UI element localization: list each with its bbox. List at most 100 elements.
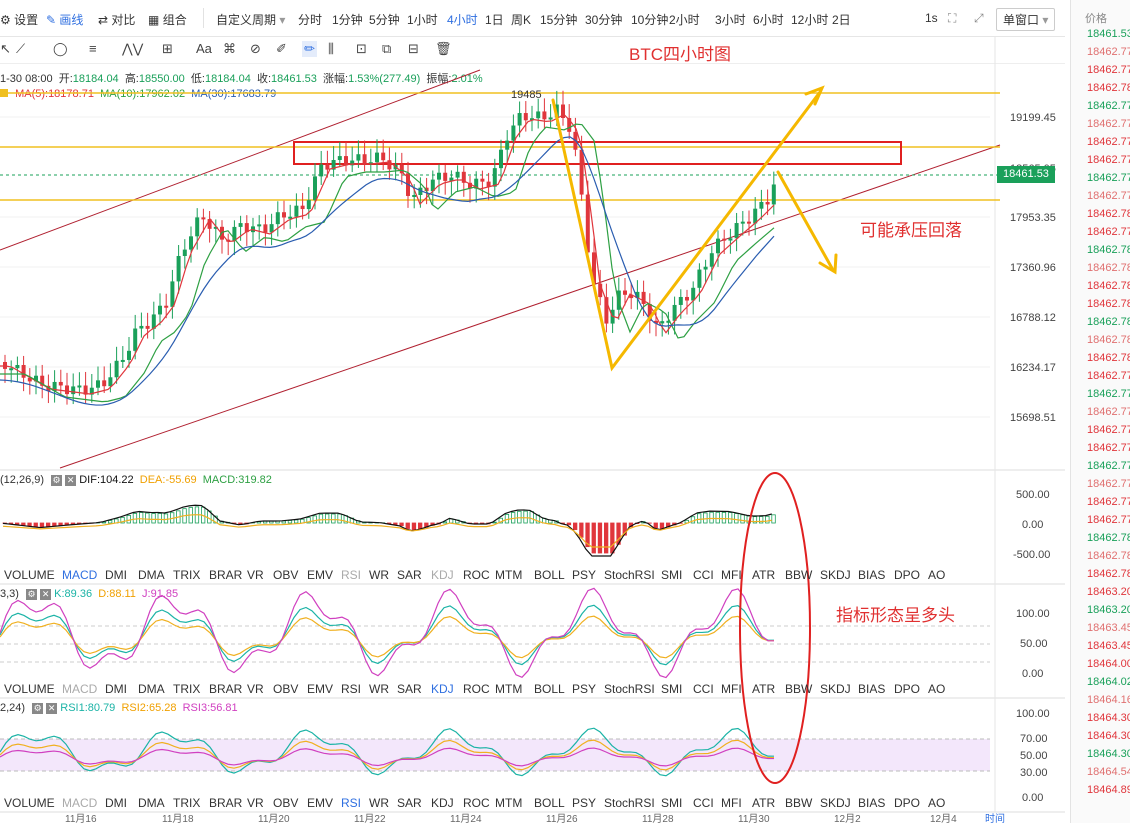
indicator-tab-boll[interactable]: BOLL [534, 682, 565, 696]
trash-icon[interactable]: 🗑 [435, 41, 452, 56]
indicator-tab-obv[interactable]: OBV [273, 796, 299, 810]
indicator-tab-dmi[interactable]: DMI [105, 568, 127, 582]
period-tab[interactable]: 10分钟 [631, 13, 669, 27]
period-tab[interactable]: 1分钟 [332, 13, 363, 27]
magnet-icon[interactable]: ⊘ [250, 41, 261, 56]
indicator-tab-brar[interactable]: BRAR [209, 568, 243, 582]
wave-tool-icon[interactable]: ⋀⋁ [122, 41, 144, 56]
indicator-tab-trix[interactable]: TRIX [173, 568, 201, 582]
indicator-tab-sar[interactable]: SAR [397, 568, 422, 582]
indicator-tab-psy[interactable]: PSY [572, 568, 597, 582]
indicator-tab-mtm[interactable]: MTM [495, 682, 523, 696]
window-mode-select[interactable]: 单窗口 ▾ [996, 8, 1056, 31]
indicator-tab-dma[interactable]: DMA [138, 796, 165, 810]
indicator-tab-wr[interactable]: WR [369, 682, 389, 696]
indicator-tab-skdj[interactable]: SKDJ [820, 796, 851, 810]
gear-icon[interactable]: ⚙ [26, 589, 38, 600]
cursor-icon[interactable]: ↖ [0, 41, 11, 56]
indicator-tab-mtm[interactable]: MTM [495, 796, 523, 810]
line-tool-icon[interactable]: ⟋ [16, 41, 26, 56]
indicator-tab-macd[interactable]: MACD [62, 682, 98, 696]
indicator-tab-bias[interactable]: BIAS [858, 682, 886, 696]
period-tab[interactable]: 12小时 [791, 13, 829, 27]
indicator-tab-psy[interactable]: PSY [572, 682, 597, 696]
indicator-tab-mfi[interactable]: MFI [721, 682, 742, 696]
period-tab-active[interactable]: 4小时 [447, 13, 478, 27]
draw-button[interactable]: ✎ 画线 [46, 13, 84, 27]
indicator-tab-vr[interactable]: VR [247, 568, 264, 582]
period-tab[interactable]: 2小时 [669, 13, 700, 27]
period-tab[interactable]: 周K [511, 13, 532, 27]
indicator-tab-mfi[interactable]: MFI [721, 568, 742, 582]
indicator-tab-mfi[interactable]: MFI [721, 796, 742, 810]
pattern-tool-icon[interactable]: ⌘ [223, 41, 236, 56]
indicator-tab-bias[interactable]: BIAS [858, 568, 886, 582]
indicator-tab-wr[interactable]: WR [369, 568, 389, 582]
indicator-tab-sar[interactable]: SAR [397, 682, 422, 696]
hide-icon[interactable]: ⊟ [408, 41, 419, 56]
indicator-tab-volume[interactable]: VOLUME [4, 568, 55, 582]
indicator-tab-trix[interactable]: TRIX [173, 796, 201, 810]
close-icon[interactable]: ✕ [65, 475, 77, 486]
indicator-tab-psy[interactable]: PSY [572, 796, 597, 810]
indicator-tab-dpo[interactable]: DPO [894, 568, 921, 582]
period-tab[interactable]: 30分钟 [585, 13, 623, 27]
indicator-tab-obv[interactable]: OBV [273, 568, 299, 582]
indicator-tab-stochrsi[interactable]: StochRSI [604, 796, 655, 810]
compare-button[interactable]: ⇄ 对比 [98, 13, 136, 27]
indicator-tab-smi[interactable]: SMI [661, 796, 683, 810]
indicator-tab-emv[interactable]: EMV [307, 796, 334, 810]
indicator-tab-smi[interactable]: SMI [661, 568, 683, 582]
indicator-tab-roc[interactable]: ROC [463, 796, 490, 810]
indicator-tab-obv[interactable]: OBV [273, 682, 299, 696]
indicator-tab-boll[interactable]: BOLL [534, 796, 565, 810]
indicator-tab-cci[interactable]: CCI [693, 568, 714, 582]
indicator-tab-atr[interactable]: ATR [752, 568, 776, 582]
indicator-tab-cci[interactable]: CCI [693, 682, 714, 696]
text-tool-icon[interactable]: Aa [196, 41, 212, 56]
indicator-tab-macd[interactable]: MACD [62, 568, 98, 582]
indicator-tab-macd[interactable]: MACD [62, 796, 98, 810]
indicator-tab-kdj[interactable]: KDJ [431, 796, 454, 810]
gear-icon[interactable]: ⚙ [51, 475, 63, 486]
indicator-tab-emv[interactable]: EMV [307, 568, 334, 582]
indicator-tab-dpo[interactable]: DPO [894, 796, 921, 810]
indicator-tab-emv[interactable]: EMV [307, 682, 334, 696]
period-tab[interactable]: 3小时 [715, 13, 746, 27]
indicator-tab-atr[interactable]: ATR [752, 796, 776, 810]
period-tab[interactable]: 1小时 [407, 13, 438, 27]
indicator-tab-atr[interactable]: ATR [752, 682, 776, 696]
indicator-tab-ao[interactable]: AO [928, 682, 946, 696]
indicator-tab-dma[interactable]: DMA [138, 568, 165, 582]
indicator-tab-trix[interactable]: TRIX [173, 682, 201, 696]
indicator-tab-kdj[interactable]: KDJ [431, 682, 454, 696]
parallel-lines-icon[interactable]: ≡ [89, 41, 97, 56]
indicator-tab-wr[interactable]: WR [369, 796, 389, 810]
combine-button[interactable]: ▦ 组合 [148, 13, 187, 27]
lock-icon[interactable]: ⊡ [356, 41, 367, 56]
candlestick-chart[interactable]: 19485 19199.45 18565.05 17953.35 17360.9… [0, 0, 1065, 823]
indicator-tab-roc[interactable]: ROC [463, 568, 490, 582]
indicator-tab-dmi[interactable]: DMI [105, 796, 127, 810]
period-tab[interactable]: 分时 [298, 13, 323, 27]
ellipse-tool-icon[interactable]: ◯ [53, 41, 68, 56]
indicator-tab-roc[interactable]: ROC [463, 682, 490, 696]
fullscreen-icon[interactable]: ⛶ [948, 11, 957, 25]
indicator-tab-vr[interactable]: VR [247, 682, 264, 696]
period-tab[interactable]: 15分钟 [540, 13, 578, 27]
period-tab[interactable]: 1日 [485, 13, 504, 27]
indicator-tab-sar[interactable]: SAR [397, 796, 422, 810]
indicator-tab-smi[interactable]: SMI [661, 682, 683, 696]
close-icon[interactable]: ✕ [40, 589, 52, 600]
indicator-tab-bbw[interactable]: BBW [785, 796, 813, 810]
expand-icon[interactable]: ⤢ [974, 11, 984, 25]
indicator-tab-mtm[interactable]: MTM [495, 568, 523, 582]
indicator-tab-ao[interactable]: AO [928, 796, 946, 810]
interval-label[interactable]: 1s [925, 11, 938, 25]
indicator-tab-rsi[interactable]: RSI [341, 682, 362, 696]
indicator-tab-bbw[interactable]: BBW [785, 568, 813, 582]
settings-button[interactable]: ⚙ 设置 [0, 13, 39, 27]
indicator-tab-cci[interactable]: CCI [693, 796, 714, 810]
indicator-tab-volume[interactable]: VOLUME [4, 796, 55, 810]
measure-tool-icon[interactable]: ⊞ [162, 41, 173, 56]
